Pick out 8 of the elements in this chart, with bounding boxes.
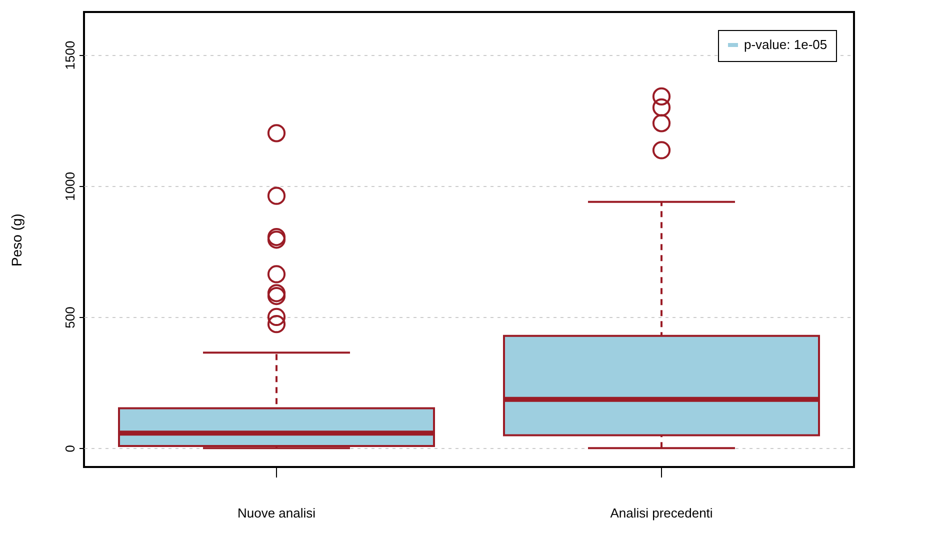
y-tick-label: 500 (62, 306, 78, 328)
x-tick-label: Analisi precedenti (610, 506, 713, 520)
x-tick-label: Nuove analisi (237, 506, 316, 520)
y-tick-label: 1000 (62, 172, 78, 201)
y-tick-label: 1500 (62, 40, 78, 70)
y-axis-title: Peso (g) (8, 214, 24, 266)
legend-label: p-value: 1e-05 (744, 37, 828, 52)
y-tick-label: 0 (62, 445, 78, 452)
